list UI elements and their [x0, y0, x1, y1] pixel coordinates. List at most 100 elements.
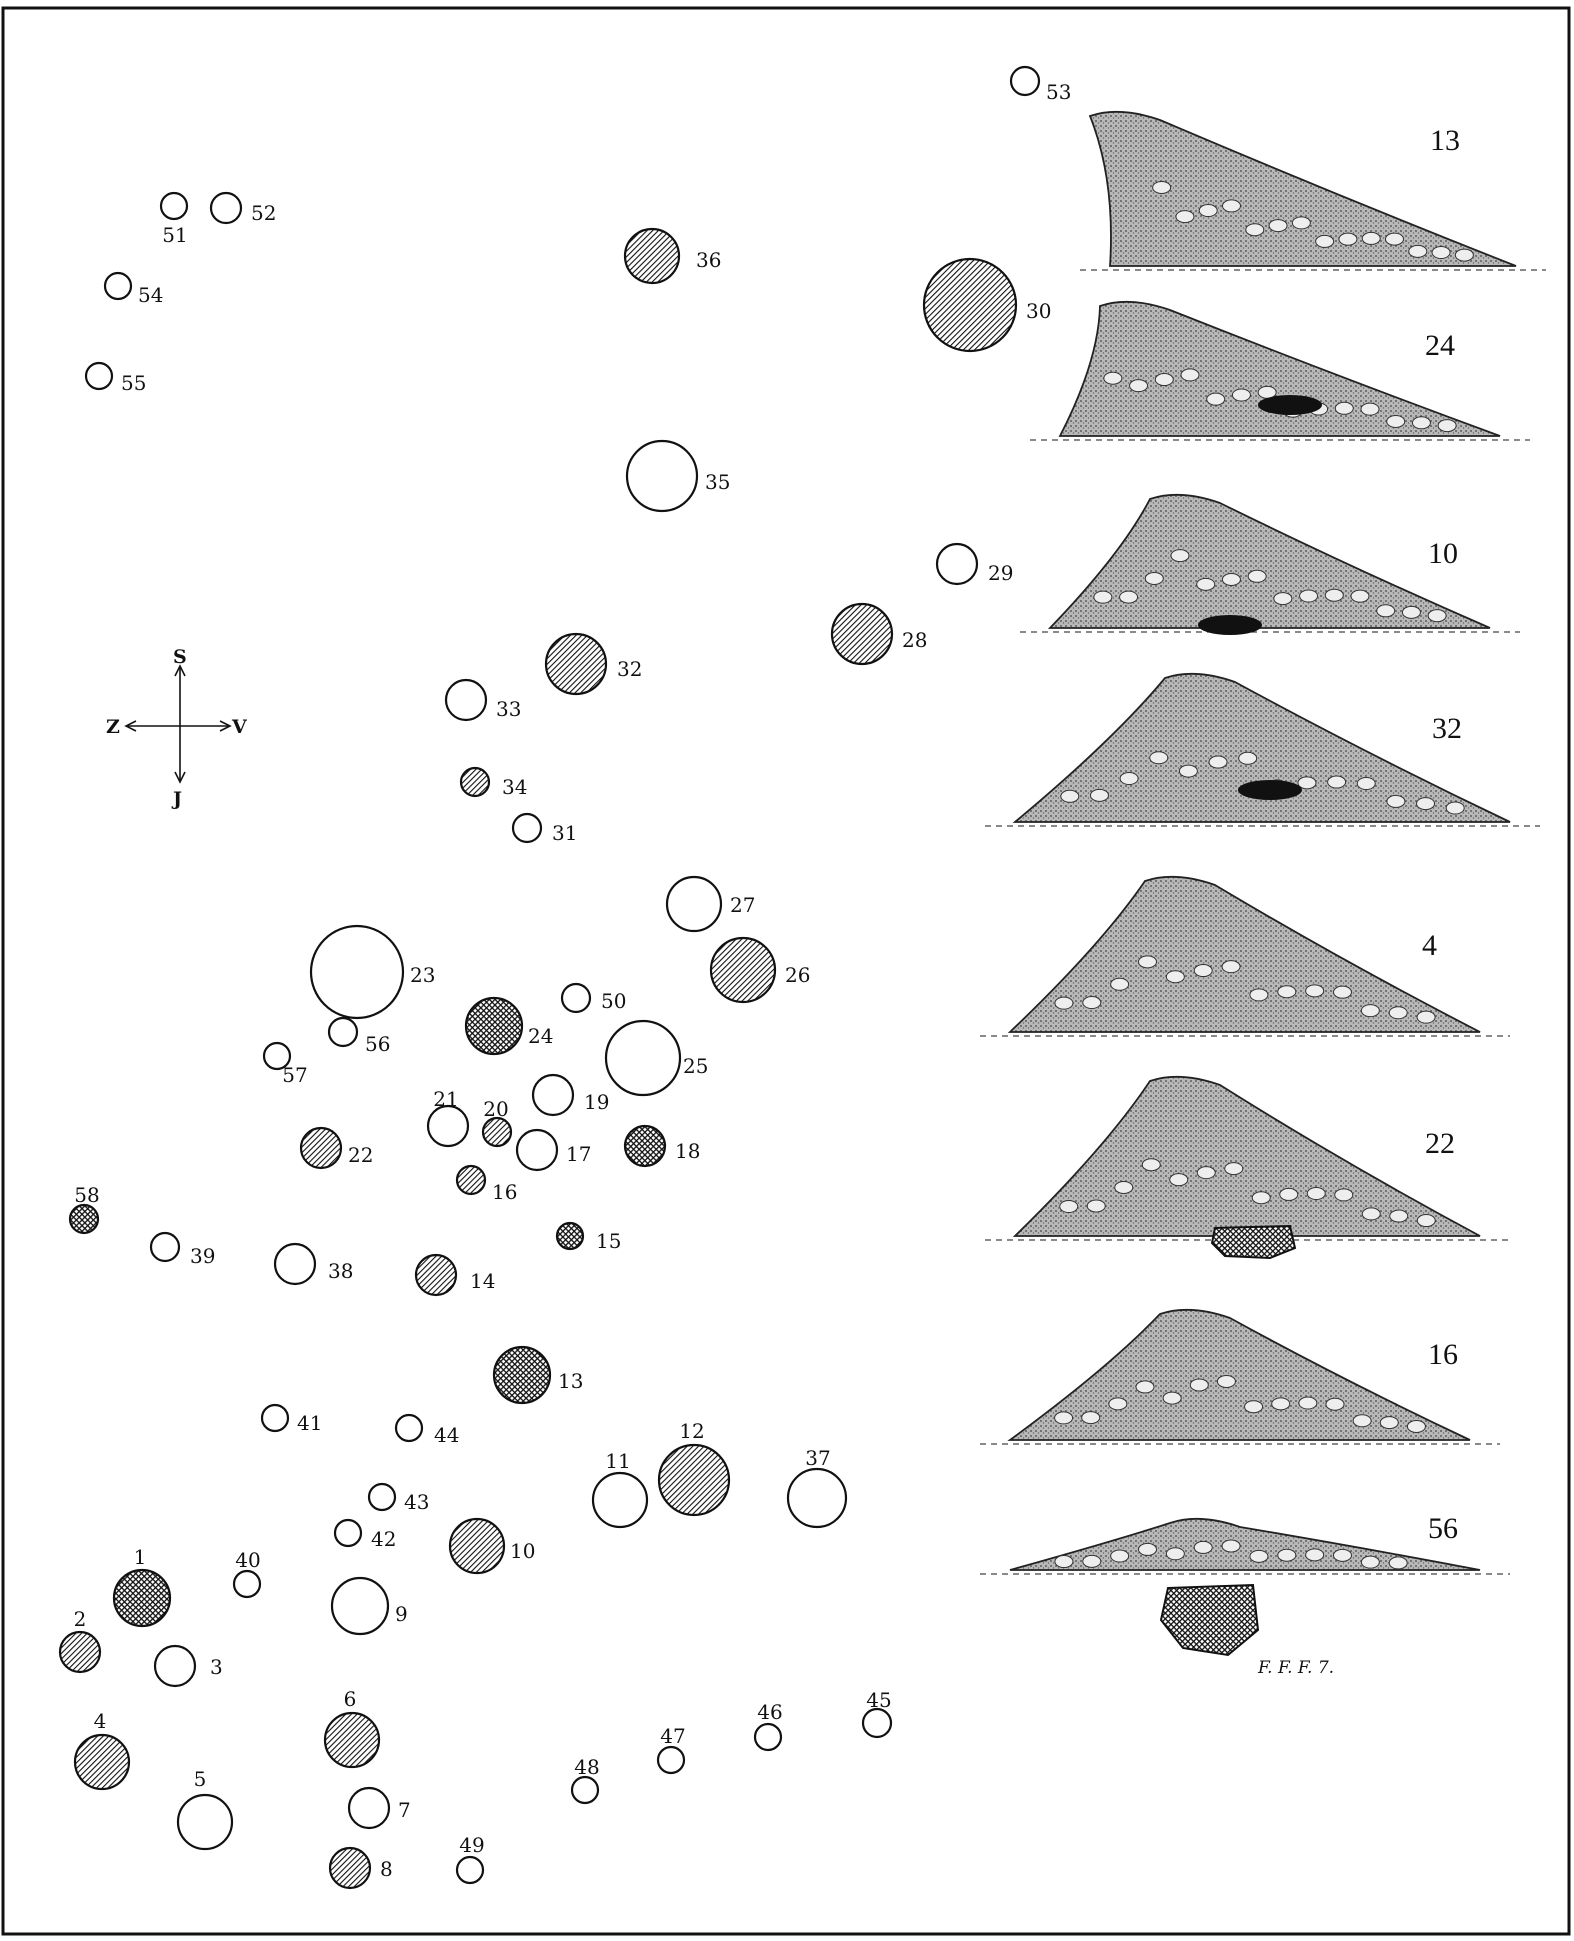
- tumulus-34-marker: [459, 766, 491, 798]
- tumulus-32-marker: [544, 632, 608, 696]
- profile-10-label: 10: [1428, 537, 1458, 570]
- tumulus-30-label: 30: [1026, 299, 1051, 323]
- tumulus-35-label: 35: [705, 470, 730, 494]
- tumulus-20-label: 20: [483, 1097, 508, 1121]
- tumulus-35-marker: [625, 439, 699, 513]
- tumulus-56-marker: [327, 1016, 359, 1048]
- tumulus-37-marker: [786, 1467, 848, 1529]
- mound-profiles: 13 24 10 32 4 22 16 56: [980, 110, 1546, 1657]
- tumulus-10-label: 10: [510, 1539, 535, 1563]
- compass-rose: S J Z V: [106, 646, 248, 810]
- tumulus-18-label: 18: [675, 1139, 700, 1163]
- tumulus-8-label: 8: [380, 1857, 393, 1881]
- tumulus-39-marker: [149, 1231, 181, 1263]
- tumulus-41-marker: [260, 1403, 290, 1433]
- tumulus-22-marker: [299, 1126, 343, 1170]
- profile-4-label: 4: [1422, 929, 1437, 962]
- tumulus-29-marker: [935, 542, 979, 586]
- tumulus-2-label: 2: [74, 1607, 87, 1631]
- tumulus-14-label: 14: [470, 1269, 495, 1293]
- tumulus-52-label: 52: [251, 201, 276, 225]
- tumulus-53-label: 53: [1046, 80, 1071, 104]
- tumulus-17-marker: [515, 1128, 559, 1172]
- tumulus-6-marker: [323, 1711, 381, 1769]
- tumulus-18-marker: [623, 1124, 667, 1168]
- burial-chamber-24: [1258, 395, 1322, 415]
- tumulus-3-marker: [153, 1644, 197, 1688]
- tumulus-13-marker: [492, 1345, 552, 1405]
- tumulus-28-label: 28: [902, 628, 927, 652]
- profile-16: 16: [980, 1308, 1500, 1445]
- tumulus-10-marker: [448, 1517, 506, 1575]
- tumulus-51-label: 51: [162, 223, 187, 247]
- compass-north-label: S: [173, 646, 187, 668]
- tumulus-45-marker: [861, 1707, 893, 1739]
- tumulus-24-marker: [464, 996, 524, 1056]
- tumulus-17-label: 17: [566, 1142, 591, 1166]
- tumulus-9-label: 9: [395, 1602, 408, 1626]
- tumulus-13-label: 13: [558, 1369, 583, 1393]
- compass-west-label: Z: [106, 716, 120, 738]
- mound-16-shape: [1007, 1308, 1471, 1441]
- mound-32-shape: [1012, 672, 1511, 823]
- tumulus-1-label: 1: [134, 1545, 147, 1569]
- compass-south-label: J: [171, 788, 182, 810]
- tumulus-26-label: 26: [785, 963, 810, 987]
- tumulus-29-label: 29: [988, 561, 1013, 585]
- tumulus-57-label: 57: [282, 1063, 307, 1087]
- tumulus-37-label: 37: [805, 1446, 830, 1470]
- tumulus-46-marker: [753, 1722, 783, 1752]
- profile-22: 22: [985, 1075, 1510, 1260]
- mound-10-shape: [1047, 493, 1491, 629]
- tumulus-44-label: 44: [434, 1423, 459, 1447]
- tumulus-32-label: 32: [617, 657, 642, 681]
- tumulus-49-label: 49: [459, 1833, 484, 1857]
- tumulus-25-marker: [604, 1019, 682, 1097]
- tumulus-15-label: 15: [596, 1229, 621, 1253]
- tumulus-40-marker: [232, 1569, 262, 1599]
- tumulus-23-marker: [309, 924, 405, 1020]
- tumulus-25-label: 25: [683, 1054, 708, 1078]
- tumulus-57-marker: [262, 1041, 292, 1071]
- profile-32-label: 32: [1432, 712, 1462, 745]
- tumulus-7-marker: [347, 1786, 391, 1830]
- profile-24-label: 24: [1425, 329, 1455, 362]
- burial-chamber-10: [1198, 615, 1262, 635]
- profile-56: 56: [980, 1512, 1510, 1657]
- tumulus-11-label: 11: [605, 1449, 630, 1473]
- mound-56-shape: [1009, 1517, 1481, 1571]
- tumulus-9-marker: [330, 1576, 390, 1636]
- tumulus-4-label: 4: [94, 1709, 107, 1733]
- profile-32: 32: [985, 672, 1540, 827]
- tumulus-39-label: 39: [190, 1244, 215, 1268]
- tumulus-52-marker: [209, 191, 243, 225]
- tumulus-1-marker: [112, 1568, 172, 1628]
- tumulus-3-label: 3: [210, 1655, 223, 1679]
- tumulus-5-marker: [176, 1793, 234, 1851]
- tumulus-50-label: 50: [601, 989, 626, 1013]
- artist-signature: F. F. F. 7.: [1257, 1658, 1334, 1678]
- tumulus-44-marker: [394, 1413, 424, 1443]
- tumulus-41-label: 41: [297, 1411, 322, 1435]
- tumulus-7-label: 7: [398, 1798, 411, 1822]
- tumulus-58-marker: [68, 1203, 100, 1235]
- tumulus-38-label: 38: [328, 1259, 353, 1283]
- tumulus-47-marker: [656, 1745, 686, 1775]
- tumulus-26-marker: [709, 936, 777, 1004]
- tumulus-16-marker: [455, 1164, 487, 1196]
- urn-22: [1210, 1224, 1297, 1260]
- tumulus-33-label: 33: [496, 697, 521, 721]
- tumulus-21-marker: [426, 1104, 470, 1148]
- burial-pit-56: [1159, 1583, 1260, 1657]
- tumulus-21-label: 21: [433, 1087, 458, 1111]
- tumulus-55-marker: [84, 361, 114, 391]
- mound-24-shape: [1058, 300, 1501, 437]
- profile-16-label: 16: [1428, 1338, 1458, 1371]
- tumulus-20-marker: [481, 1116, 513, 1148]
- tumulus-40-label: 40: [235, 1548, 260, 1572]
- tumulus-36-label: 36: [696, 248, 721, 272]
- plate-border: [1, 6, 1571, 1936]
- tumulus-42-marker: [333, 1518, 363, 1548]
- tumulus-2-marker: [58, 1630, 102, 1674]
